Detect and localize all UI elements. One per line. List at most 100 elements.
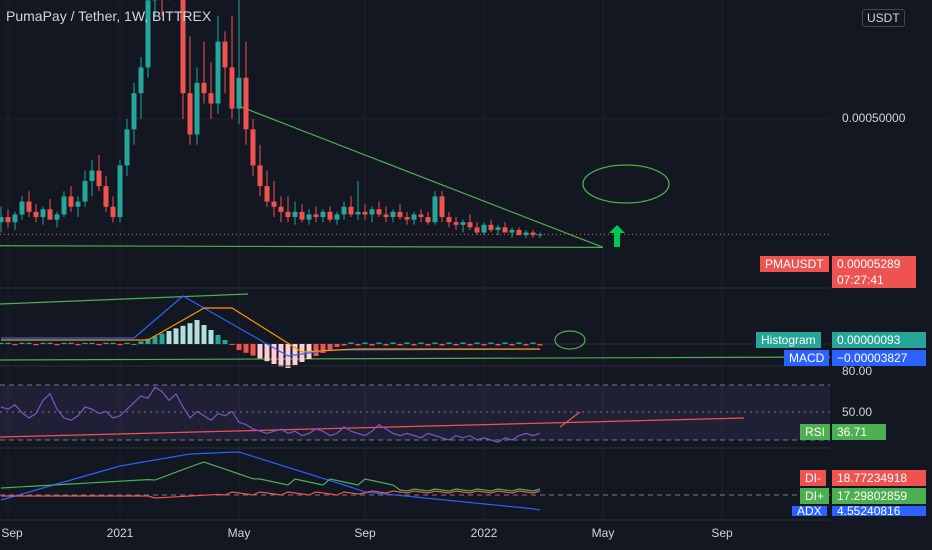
rsi-name-badge: RSI — [800, 424, 831, 440]
histogram-bar — [425, 344, 431, 346]
histogram-value-badge: 0.00000093 — [832, 332, 926, 348]
histogram-bar — [453, 344, 459, 346]
candle-body — [0, 217, 4, 223]
candle-body — [495, 227, 501, 230]
histogram-bar — [215, 335, 221, 344]
candle-body — [537, 234, 543, 236]
up-arrow-icon — [609, 225, 625, 247]
unit-button[interactable]: USDT — [862, 9, 905, 27]
candle-body — [96, 170, 102, 187]
di-minus-line — [1, 490, 541, 499]
histogram-name-badge: Histogram — [756, 332, 821, 348]
candle-body — [453, 222, 459, 225]
candle-body — [390, 211, 396, 218]
histogram-bar — [439, 344, 445, 346]
chart-title: PumaPay / Tether, 1W, BITTREX — [6, 8, 212, 24]
histogram-bar — [348, 342, 354, 344]
histogram-bar — [138, 341, 144, 344]
candle-body — [68, 196, 74, 207]
histogram-bar — [516, 342, 522, 344]
candle-body — [481, 224, 487, 233]
histogram-bar — [250, 344, 256, 356]
candle-body — [299, 211, 305, 220]
candle-body — [278, 206, 284, 212]
histogram-bar — [103, 342, 109, 344]
candle-body — [103, 186, 109, 207]
macd-line — [1, 295, 541, 357]
candle-body — [138, 67, 144, 94]
histogram-bar — [362, 342, 368, 344]
histogram-bar — [243, 344, 249, 353]
histogram-bar — [327, 344, 333, 350]
histogram-bar — [502, 342, 508, 344]
candle-body — [460, 222, 466, 225]
candle-body — [285, 211, 291, 218]
di-plus-line — [0, 461, 541, 492]
candle-body — [383, 214, 389, 218]
histogram-bar — [110, 342, 116, 344]
candle-body — [12, 214, 18, 223]
histogram-bar — [488, 342, 494, 344]
histogram-bar — [82, 342, 88, 344]
candle-body — [229, 67, 235, 109]
last-price-badge: 0.00005289 — [832, 256, 916, 272]
candle-body — [5, 217, 11, 223]
candle-body — [40, 209, 46, 218]
histogram-bar — [397, 344, 403, 346]
candle-body — [75, 201, 81, 207]
rsi-level-80: 80.00 — [842, 364, 873, 378]
histogram-bar — [145, 338, 151, 344]
candle-body — [194, 82, 200, 135]
candle-body — [341, 206, 347, 215]
histogram-bar — [201, 325, 207, 344]
candle-body — [33, 211, 39, 218]
histogram-bar — [299, 344, 305, 362]
support-trendline — [0, 245, 604, 248]
candle-body — [292, 211, 298, 218]
histogram-bar — [236, 344, 242, 350]
candle-body — [124, 129, 130, 166]
histogram-bar — [474, 342, 480, 344]
histogram-bar — [131, 344, 137, 345]
drawing-annotations — [582, 164, 670, 247]
candle-body — [208, 93, 214, 104]
histogram-bar — [89, 342, 95, 344]
x-tick-label: Sep — [354, 526, 376, 540]
candle-body — [397, 211, 403, 218]
di-plus-name-badge: DI+ — [800, 488, 830, 504]
candle-body — [110, 206, 116, 218]
histogram-bar — [68, 342, 74, 344]
histogram-bar — [460, 342, 466, 344]
histogram-bar — [54, 344, 60, 346]
candle-body — [117, 165, 123, 218]
candle-body — [313, 214, 319, 218]
candle-body — [215, 41, 221, 104]
rsi-value-badge: 36.71 — [832, 424, 886, 440]
candle-body — [82, 180, 88, 202]
di-minus-name-badge: DI- — [800, 470, 826, 486]
candle-body — [474, 227, 480, 233]
histogram-bar — [509, 344, 515, 346]
candle-body — [222, 41, 228, 68]
signal-line — [1, 307, 540, 353]
histogram-bar — [19, 342, 25, 344]
rsi-pane — [0, 384, 830, 443]
candle-body — [257, 165, 263, 187]
histogram-bar — [208, 330, 214, 344]
y-tick-label: 0.00050000 — [842, 111, 906, 125]
candle-body — [362, 211, 368, 215]
adx-value-badge: 4.55240816 — [832, 506, 926, 516]
histogram-bar — [61, 342, 67, 344]
trendlines — [0, 105, 830, 248]
histogram-bar — [159, 333, 165, 344]
candle-body — [467, 222, 473, 228]
histogram-bar — [271, 344, 277, 364]
macd-trendline — [0, 293, 249, 305]
candle-body — [61, 196, 67, 215]
symbol-badge: PMAUSDT — [760, 256, 829, 272]
candle-body — [187, 93, 193, 135]
candle-body — [334, 214, 340, 220]
histogram-bar — [47, 342, 53, 344]
candle-body — [509, 229, 515, 233]
